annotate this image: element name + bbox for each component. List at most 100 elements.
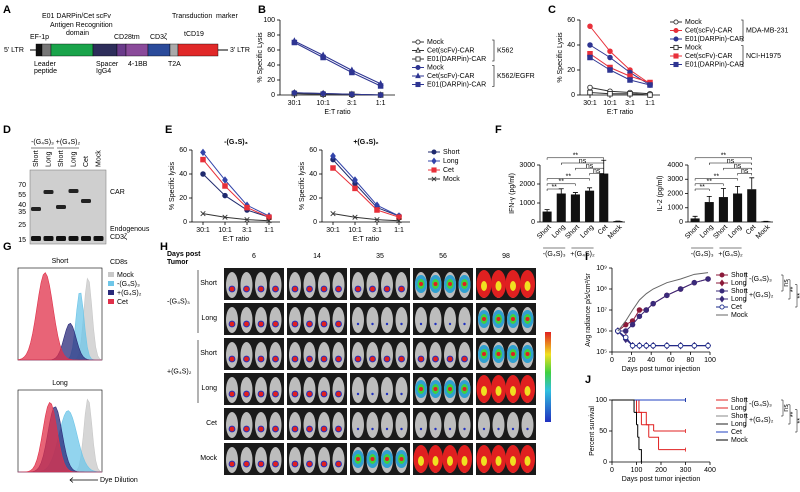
legend-group-label: -(G₄S)₃ bbox=[749, 401, 772, 408]
error-bar bbox=[720, 188, 726, 198]
marker bbox=[330, 165, 336, 171]
mouse bbox=[366, 412, 379, 438]
bar bbox=[585, 190, 595, 222]
signal bbox=[511, 317, 515, 321]
series-line bbox=[202, 152, 270, 217]
legend-marker bbox=[673, 61, 679, 68]
x-tick-label: 0 bbox=[610, 467, 614, 474]
marker bbox=[607, 48, 613, 55]
row-group-label: +(G₄S)₂ bbox=[167, 368, 192, 375]
legend-marker bbox=[673, 36, 679, 42]
series-line bbox=[332, 167, 400, 218]
legend-marker bbox=[431, 149, 437, 155]
significance-bracket bbox=[781, 399, 784, 417]
y-tick-label: 60 bbox=[309, 147, 317, 154]
signal bbox=[526, 427, 529, 431]
marker bbox=[705, 342, 711, 349]
mouse bbox=[521, 412, 534, 438]
marker bbox=[650, 300, 656, 307]
marker bbox=[200, 210, 206, 217]
mouse bbox=[269, 342, 282, 368]
signal bbox=[400, 322, 403, 326]
legend-marker bbox=[431, 157, 437, 165]
signal bbox=[511, 352, 515, 356]
mouse bbox=[289, 342, 301, 368]
y-tick-label: 0 bbox=[571, 92, 575, 99]
legend-label: Long bbox=[731, 280, 747, 287]
significance-label: ** bbox=[714, 173, 720, 180]
marker bbox=[587, 42, 593, 48]
chart-title: +(G₄S)₂ bbox=[353, 139, 378, 146]
significance-bracket bbox=[694, 157, 752, 160]
marker bbox=[636, 342, 643, 349]
blot-band bbox=[68, 236, 79, 241]
mouse bbox=[429, 412, 442, 438]
y-tick-label: 4000 bbox=[667, 162, 683, 169]
mouse bbox=[395, 342, 408, 368]
legend-marker bbox=[415, 46, 421, 53]
signal bbox=[229, 286, 235, 292]
mouse bbox=[303, 307, 316, 333]
signal bbox=[356, 457, 360, 461]
y-tick-label: 100 bbox=[263, 17, 275, 24]
legend-group-label: +(G₄S)₂ bbox=[749, 417, 774, 424]
mouse bbox=[318, 377, 330, 403]
marker bbox=[349, 91, 355, 97]
signal bbox=[258, 286, 264, 292]
legend-bracket bbox=[744, 288, 747, 302]
marker bbox=[691, 279, 698, 286]
day-label: 98 bbox=[502, 253, 510, 260]
mouse bbox=[240, 447, 253, 473]
mouse bbox=[226, 447, 238, 473]
y-tick-label: 0 bbox=[679, 219, 683, 226]
ladder-label: 40 bbox=[18, 202, 26, 209]
mouse bbox=[255, 412, 267, 438]
x-tick-label: 3:1 bbox=[347, 100, 357, 107]
significance-bracket bbox=[546, 183, 576, 186]
mouse bbox=[255, 447, 267, 473]
bar bbox=[747, 189, 757, 222]
legend-marker bbox=[415, 81, 421, 88]
error-bar bbox=[572, 192, 578, 195]
y-tick-label: 2000 bbox=[519, 181, 535, 188]
mouse bbox=[226, 307, 238, 333]
y-tick-label: 1000 bbox=[519, 200, 535, 207]
signal bbox=[385, 392, 389, 396]
series-line bbox=[617, 278, 709, 332]
legend-group-label: K562 bbox=[497, 47, 513, 54]
panel-label: I bbox=[585, 251, 588, 263]
series-line bbox=[332, 213, 400, 222]
series-line bbox=[617, 272, 709, 332]
legend-label: Mock bbox=[685, 19, 702, 26]
mouse bbox=[395, 377, 408, 403]
significance-bracket bbox=[795, 284, 798, 308]
mouse bbox=[415, 307, 427, 333]
signal bbox=[481, 386, 487, 396]
y-tick-label: 40 bbox=[309, 171, 317, 178]
row-label: Long bbox=[201, 315, 217, 322]
mouse bbox=[303, 447, 316, 473]
significance-bracket bbox=[709, 162, 752, 165]
legend-group-label: K562/EGFR bbox=[497, 73, 535, 80]
marker bbox=[352, 176, 358, 184]
legend-bracket bbox=[492, 65, 495, 87]
mouse bbox=[255, 307, 267, 333]
y-tick-label: 20 bbox=[567, 67, 575, 74]
signal bbox=[336, 426, 341, 432]
schematic-label: IgG4 bbox=[96, 68, 111, 75]
marker bbox=[622, 328, 629, 334]
significance-bracket bbox=[561, 162, 604, 165]
marker bbox=[200, 171, 206, 177]
mouse bbox=[507, 412, 519, 438]
x-tick-label: 100 bbox=[631, 467, 643, 474]
significance-label: ** bbox=[699, 184, 705, 191]
x-tick-label: 300 bbox=[680, 467, 692, 474]
mouse bbox=[226, 377, 238, 403]
chart-title: -(G₄S)₃ bbox=[224, 139, 248, 146]
x-tick-label: Long bbox=[579, 224, 595, 240]
x-tick-label: 10:1 bbox=[348, 227, 362, 234]
legend-label: Mock bbox=[117, 272, 134, 279]
legend-group-label: NCI-H1975 bbox=[746, 53, 781, 60]
signal bbox=[461, 456, 468, 466]
mouse bbox=[366, 342, 379, 368]
